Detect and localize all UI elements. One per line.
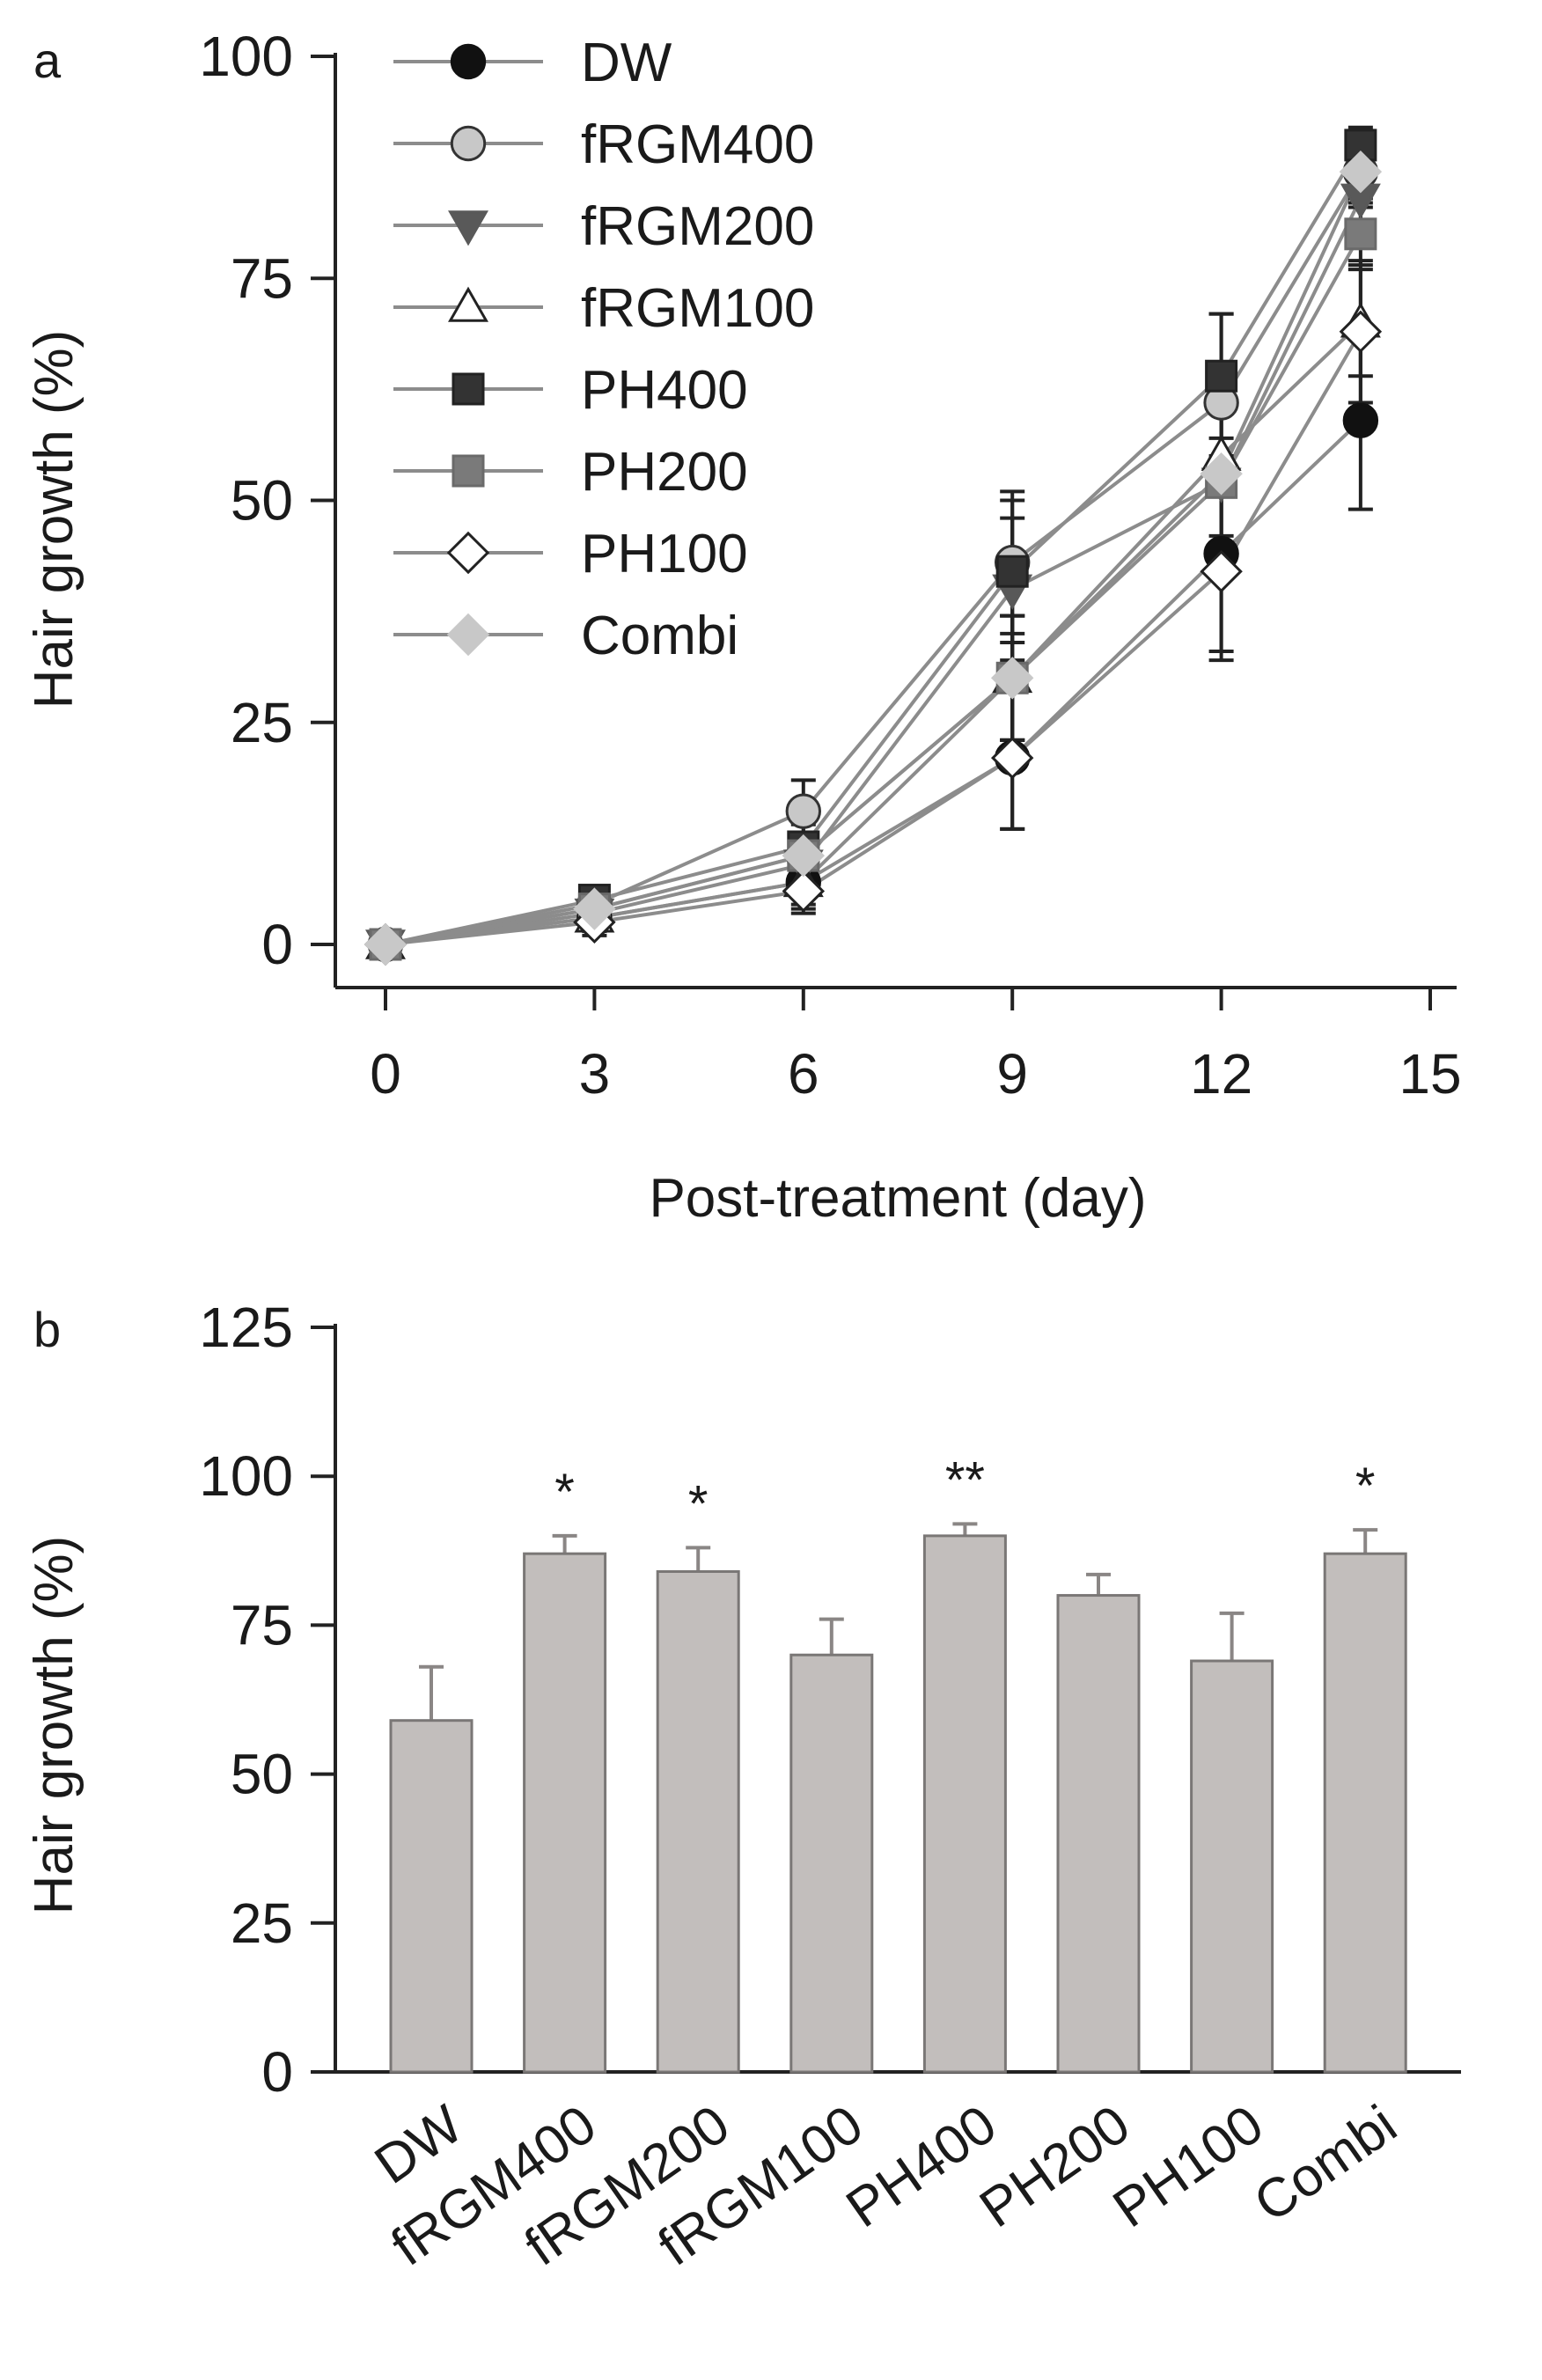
x-tick-label: 15 [1399, 1042, 1461, 1106]
series-line-Combi [385, 171, 1362, 946]
bar-Combi [1323, 1552, 1407, 2074]
x-tick-label: 0 [370, 1042, 401, 1106]
y-tick-label: 100 [199, 1444, 293, 1508]
y-tick-label: 75 [231, 246, 293, 310]
x-tick-label-Combi: Combi [1244, 2094, 1407, 2234]
x-tick-label: 12 [1190, 1042, 1252, 1106]
data-point-Combi [990, 657, 1034, 700]
legend-label-DW: DW [581, 33, 672, 93]
legend-label-fRGM100: fRGM100 [581, 278, 814, 339]
y-tick-label: 50 [231, 469, 293, 533]
significance-marker: * [1355, 1458, 1376, 1515]
data-point-DW [1342, 402, 1379, 438]
x-tick-label-PH100: PH100 [1103, 2094, 1274, 2239]
bar-PH200 [1056, 1594, 1141, 2074]
panel-a-legend: DW fRGM400 fRGM200 fRGM100 PH400 PH200 PH100 Co… [393, 33, 814, 666]
significance-marker: * [554, 1464, 575, 1521]
bar-PH100 [1190, 1659, 1274, 2074]
y-tick-label: 100 [199, 25, 293, 88]
panel-a-series-group [363, 125, 1383, 966]
legend-label-fRGM400: fRGM400 [581, 114, 814, 175]
panel-a-axes: 0 25 50 75 100 0 3 6 9 12 15 [199, 25, 1461, 1106]
y-tick-label: 125 [199, 1296, 293, 1359]
series-line-DW [385, 419, 1362, 946]
panel-a-label: a [33, 33, 62, 88]
panel-b-axes: 0 25 50 75 100 125 [199, 1296, 1461, 2104]
legend-marker-fRGM200 [448, 210, 488, 246]
x-tick-label-PH200: PH200 [969, 2094, 1141, 2239]
data-point-Combi [363, 922, 408, 966]
legend-marker-PH100 [446, 531, 490, 575]
significance-marker: * [688, 1475, 709, 1532]
y-tick-label: 0 [261, 913, 293, 976]
legend-marker-PH200 [452, 454, 485, 488]
series-line-fRGM100 [385, 321, 1362, 946]
bar-PH400 [922, 1534, 1007, 2074]
x-tick-label: 3 [579, 1042, 611, 1106]
significance-marker: ** [945, 1451, 985, 1509]
x-tick-label: 9 [996, 1042, 1028, 1106]
series-line-PH400 [385, 143, 1362, 946]
data-point-Combi [1200, 452, 1243, 496]
legend-label-fRGM200: fRGM200 [581, 196, 814, 257]
data-point-Combi [573, 887, 616, 930]
panel-a-y-axis-title: Hair growth (%) [24, 330, 84, 709]
bar-fRGM200 [656, 1569, 740, 2074]
data-point-PH400 [995, 555, 1029, 588]
legend-marker-fRGM100 [448, 286, 488, 322]
legend-label-PH200: PH200 [581, 442, 748, 503]
data-point-Combi [782, 834, 826, 878]
bar-fRGM100 [789, 1653, 874, 2074]
y-tick-label: 0 [261, 2040, 293, 2104]
x-tick-label-PH400: PH400 [836, 2094, 1008, 2239]
data-point-PH100 [1339, 310, 1383, 354]
y-tick-label: 25 [231, 1892, 293, 1955]
panel-b-bars-group: DW*fRGM400*fRGM200fRGM100**PH400PH200PH1… [364, 1451, 1407, 2277]
legend-label-PH100: PH100 [581, 524, 748, 584]
y-tick-label: 50 [231, 1743, 293, 1806]
legend-marker-PH400 [452, 372, 485, 406]
data-point-PH100 [782, 870, 826, 913]
series-line-PH200 [385, 232, 1362, 946]
legend-label-Combi: Combi [581, 606, 738, 666]
bar-DW [389, 1719, 474, 2074]
data-point-PH400 [1205, 359, 1238, 393]
panel-b-label: b [33, 1302, 61, 1357]
data-point-Combi [1339, 150, 1383, 194]
panel-a-x-axis-title: Post-treatment (day) [649, 1168, 1146, 1229]
legend-label-PH400: PH400 [581, 360, 748, 421]
legend-marker-DW [450, 43, 487, 80]
data-point-PH100 [990, 736, 1034, 780]
data-point-fRGM400 [785, 793, 821, 829]
x-tick-label: 6 [788, 1042, 819, 1106]
bar-fRGM400 [523, 1552, 607, 2074]
data-point-PH200 [1344, 217, 1377, 251]
y-tick-label: 75 [231, 1593, 293, 1656]
series-line-PH100 [385, 330, 1362, 946]
series-line-fRGM400 [385, 171, 1362, 946]
legend-marker-Combi [446, 613, 490, 657]
legend-marker-fRGM400 [450, 125, 487, 162]
panel-b-y-axis-title: Hair growth (%) [24, 1536, 84, 1915]
panel-a-line-chart: a 0 25 50 75 100 0 3 6 9 12 15 Hair growth (%) Pos… [24, 25, 1462, 1229]
y-tick-label: 25 [231, 691, 293, 754]
data-point-PH100 [1200, 549, 1243, 593]
